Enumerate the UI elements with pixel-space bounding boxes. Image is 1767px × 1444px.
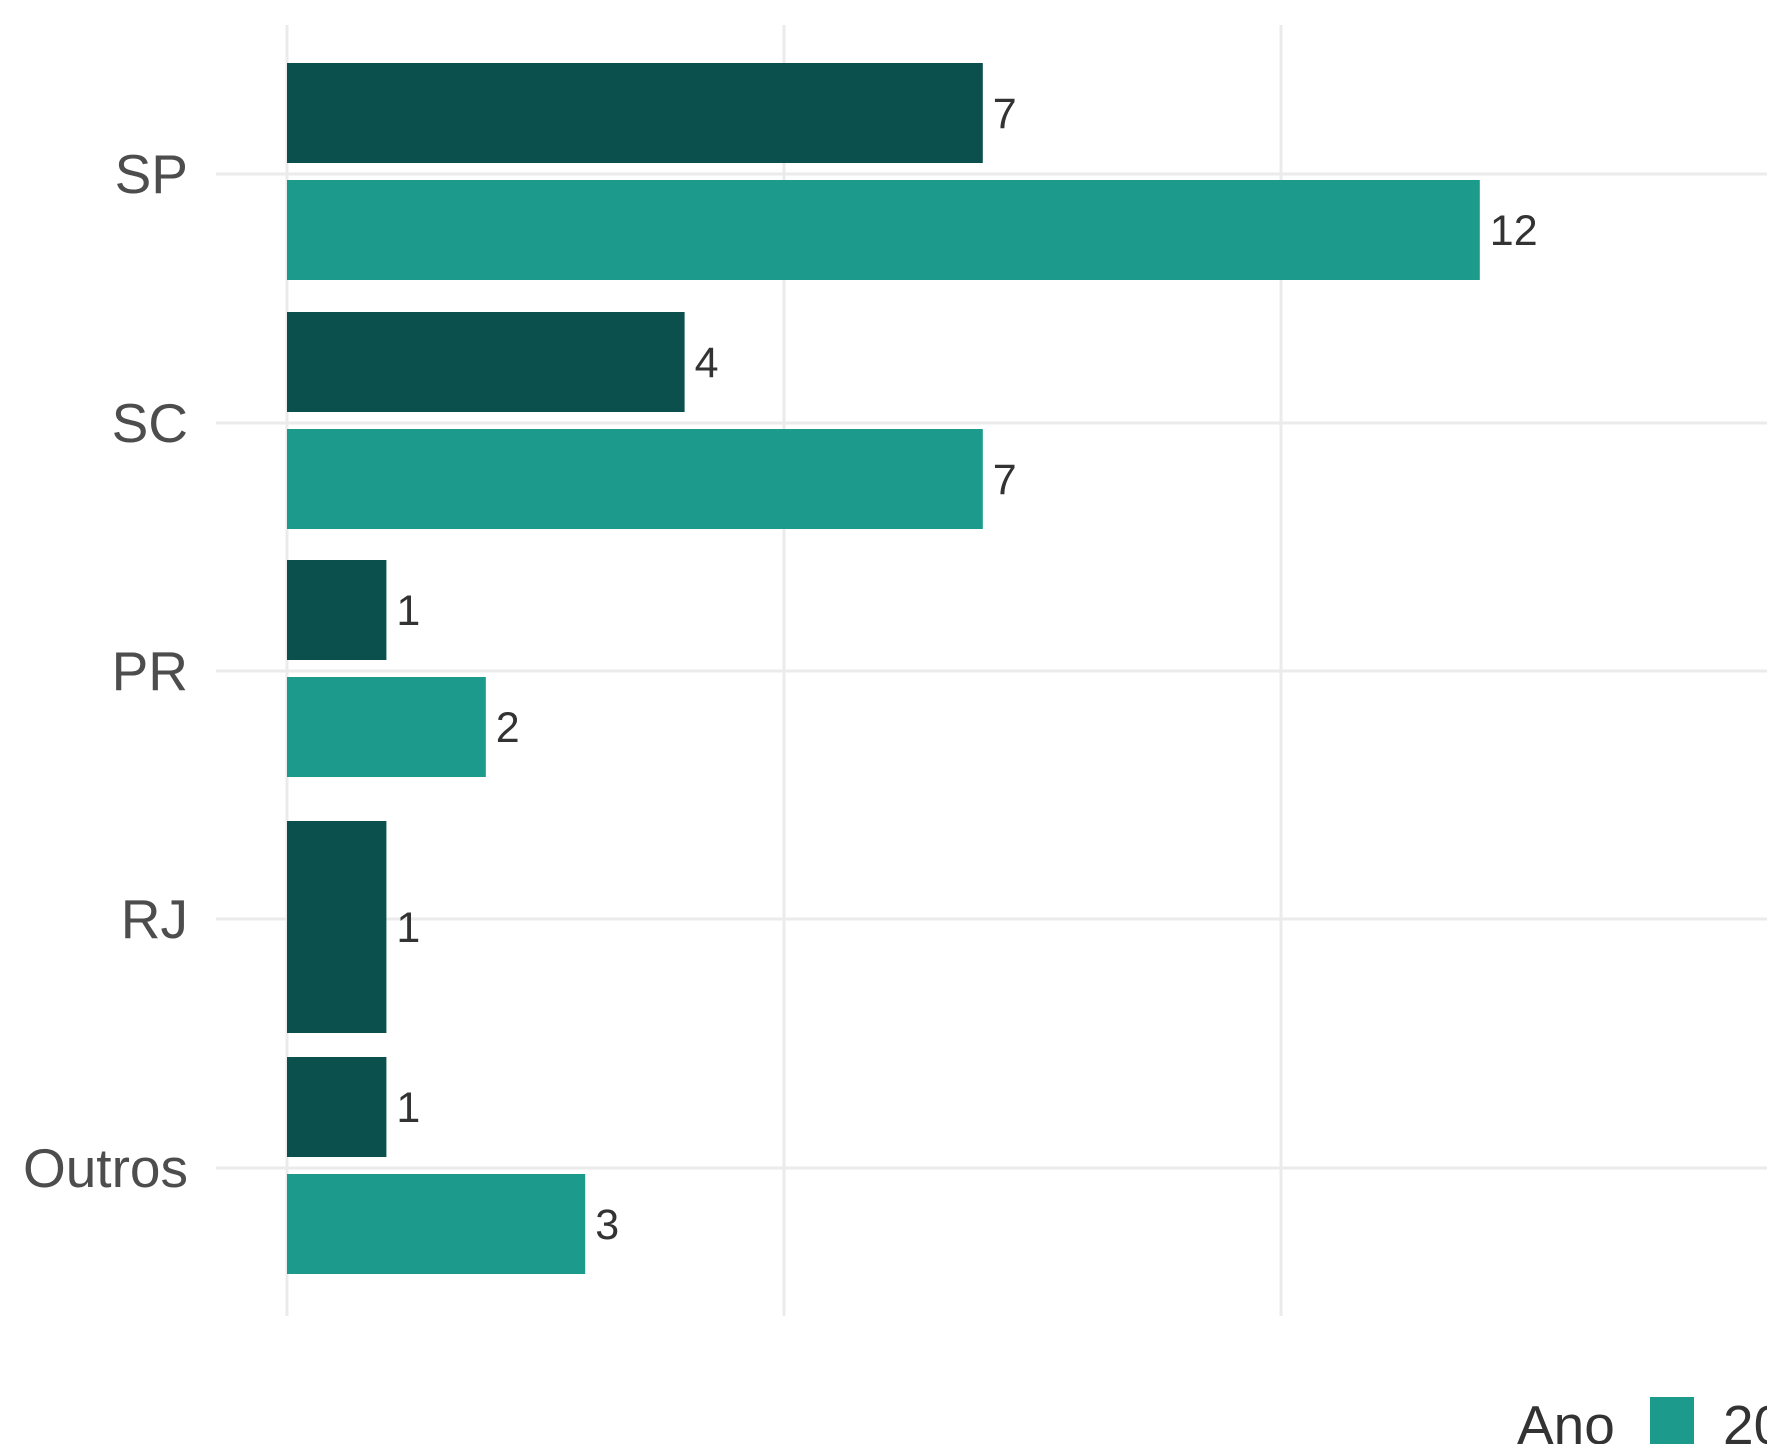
bar-pr-series-2 xyxy=(287,677,486,777)
category-label-rj: RJ xyxy=(121,888,188,950)
bar-rj-series-1 xyxy=(287,821,387,1033)
category-label-pr: PR xyxy=(112,640,188,702)
value-label-outros-series-2: 3 xyxy=(595,1201,619,1249)
bar-sp-series-2 xyxy=(287,180,1480,280)
bar-sc-series-1 xyxy=(287,312,685,412)
category-labels: SP SC PR RJ Outros xyxy=(23,143,188,1199)
value-label-sc-series-1: 4 xyxy=(695,339,719,387)
legend-label: 20 xyxy=(1723,1394,1767,1444)
bar-outros-series-2 xyxy=(287,1174,586,1274)
legend-title: Ano xyxy=(1517,1394,1615,1444)
value-label-rj-series-1: 1 xyxy=(396,904,420,952)
legend: Ano 20 xyxy=(1517,1394,1767,1444)
value-label-sp-series-1: 7 xyxy=(993,90,1017,138)
value-label-pr-series-1: 1 xyxy=(396,587,420,635)
horizontal-gridlines xyxy=(216,172,1767,1170)
category-label-sc: SC xyxy=(112,392,188,454)
value-label-outros-series-1: 1 xyxy=(396,1084,420,1132)
value-label-pr-series-2: 2 xyxy=(496,704,520,752)
bar-sp-series-1 xyxy=(287,63,983,163)
bar-pr-series-1 xyxy=(287,560,387,660)
value-label-sc-series-2: 7 xyxy=(993,456,1017,504)
legend-swatch xyxy=(1650,1397,1694,1444)
bar-outros-series-1 xyxy=(287,1057,387,1157)
value-label-sp-series-2: 12 xyxy=(1490,207,1538,255)
category-label-sp: SP xyxy=(115,143,188,205)
bar-sc-series-2 xyxy=(287,429,983,529)
category-label-outros: Outros xyxy=(23,1137,188,1199)
bars xyxy=(287,63,1480,1274)
